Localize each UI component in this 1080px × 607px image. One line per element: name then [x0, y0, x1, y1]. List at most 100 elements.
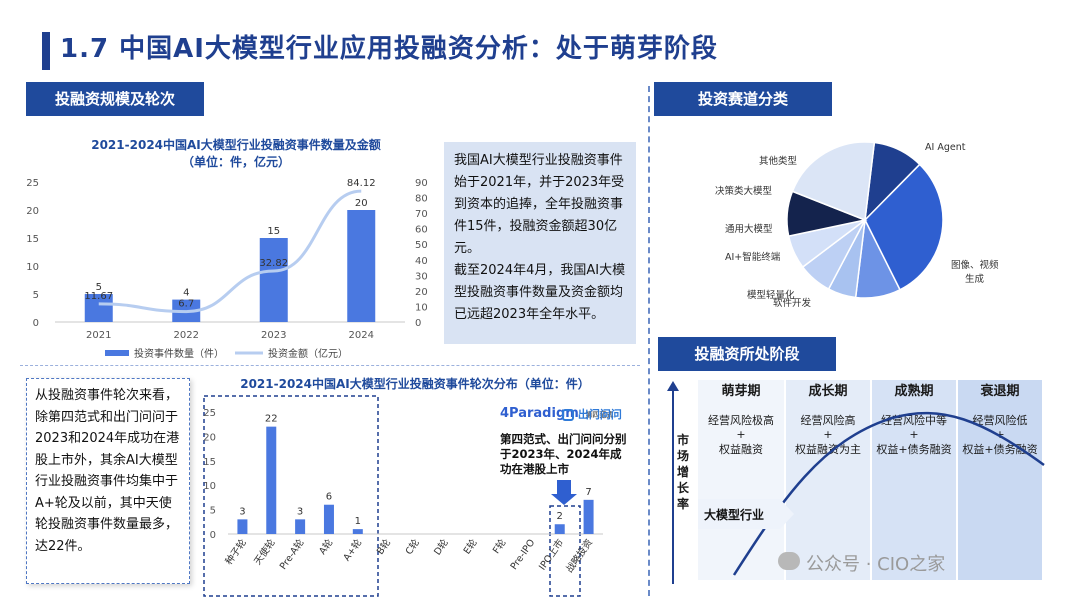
- page-title: 1.7 中国AI大模型行业应用投融资分析：处于萌芽阶段: [60, 34, 718, 64]
- chart1-right-tick: 70: [415, 209, 428, 220]
- logo-4paradigm: 4Paradigm 第四范式: [500, 406, 613, 421]
- chart1-right-axis: 0 10 20 30 40 50 60 70 80 90: [415, 178, 428, 329]
- chart1-bar-label: 15: [267, 226, 280, 237]
- chart2-tick: 15: [203, 457, 216, 468]
- chart1-right-tick: 20: [415, 287, 428, 298]
- chart1-bar-label: 4: [183, 288, 189, 299]
- chart1-left-tick: 20: [26, 206, 39, 217]
- chart2-tick: 0: [210, 530, 216, 541]
- chart1-left-tick: 15: [26, 234, 39, 245]
- logo-4paradigm-text: 4Paradigm: [500, 406, 579, 421]
- chart1-right-tick: 60: [415, 225, 428, 236]
- chart1-category: 2024: [349, 330, 374, 341]
- chart1-line-label: 6.7: [178, 299, 194, 310]
- industry-label-arrow-icon: [780, 499, 794, 529]
- stage-finance-2: 权益+债务融资: [876, 443, 952, 456]
- chart1-category: 2022: [174, 330, 199, 341]
- logo-4paradigm-subtext: 第四范式: [585, 411, 614, 419]
- chart2-bar-label: 1: [355, 516, 361, 527]
- chart1-bar: [259, 238, 288, 322]
- chart1-category: 2023: [261, 330, 286, 341]
- pie-label: AI Agent: [925, 142, 966, 153]
- chart2-category: A+轮: [341, 536, 365, 563]
- stage-name-0: 萌芽期: [721, 384, 761, 399]
- chart2-bar: [266, 426, 277, 534]
- pie-slice: [791, 141, 876, 222]
- chart1-line: 11.67 6.7 32.82 84.12: [84, 178, 376, 314]
- chart2-category: C轮: [403, 536, 422, 557]
- industry-label-arrow-bg: [698, 499, 780, 529]
- chart2-category: B轮: [374, 536, 393, 556]
- chart2-category: 天使轮: [252, 536, 278, 567]
- pie-label: 通用大模型: [725, 223, 773, 235]
- y-axis-arrow-icon: [667, 381, 679, 391]
- chart2-bar: [554, 524, 565, 534]
- legend-bar-label: 投资事件数量（件）: [134, 347, 224, 360]
- stage-desc-0: 经营风险极高 + 权益融资: [698, 412, 784, 457]
- note-round-summary: 从投融资事件轮次来看，除第四范式和出门问问于2023和2024年成功在港股上市外…: [26, 378, 190, 584]
- mobvoi-logo-icon: [562, 409, 574, 421]
- row-divider: [20, 365, 640, 366]
- chart2-tick: 25: [203, 408, 216, 419]
- stage-plus-1: +: [823, 428, 833, 441]
- stage-desc-1: 经营风险高 + 权益融资为主: [786, 412, 870, 457]
- chart2-tick: 5: [210, 506, 216, 517]
- pie-label: 模型轻量化: [747, 289, 795, 301]
- pie-slices: [786, 141, 944, 299]
- chart2-tick: 20: [203, 432, 216, 443]
- chart2-category: Pre-A轮: [277, 536, 307, 571]
- chart1-right-tick: 40: [415, 256, 428, 267]
- stage-name-3: 衰退期: [980, 384, 1020, 399]
- section-label-scale: 投融资规模及轮次: [26, 82, 204, 116]
- chart1-left-tick: 0: [33, 318, 39, 329]
- chart1-subtitle: （单位：件，亿元）: [181, 155, 290, 169]
- section-label-track: 投资赛道分类: [654, 82, 832, 116]
- early-rounds-highlight-box: [203, 395, 379, 597]
- legend-line-label: 投资金额（亿元）: [268, 347, 348, 360]
- chart1-line-label: 84.12: [347, 178, 376, 189]
- chart2-bar: [352, 529, 363, 534]
- chart2-category: 种子轮: [223, 536, 249, 567]
- stage-column-bg-0: [698, 380, 784, 580]
- ipo-annotation: 第四范式、出门问问分别于2023年、2024年成功在港股上市: [500, 432, 627, 476]
- pie-label: 其他类型: [759, 155, 798, 167]
- chart1-left-tick: 25: [26, 178, 39, 189]
- chart2-bar-label: 3: [239, 506, 245, 517]
- ipo-highlight-box: [549, 505, 581, 597]
- chart2-category: Pre-IPO: [509, 537, 538, 572]
- chart2-bar-label: 6: [326, 492, 332, 503]
- chart2-bar-label: 2: [557, 511, 563, 522]
- stage-column-bg-1: [786, 380, 870, 580]
- legend-bar-swatch: [105, 350, 129, 356]
- chart1-bar-label: 20: [355, 198, 368, 209]
- stage-column-bg-3: [958, 380, 1042, 580]
- chart1-title: 2021-2024中国AI大模型行业投融资事件数量及金额: [91, 138, 381, 152]
- note1-paragraph-2: 截至2024年4月，我国AI大模型投融资事件数量及资金额均已远超2023年全年水…: [454, 263, 626, 322]
- logo-mobvoi: 出门问问: [562, 406, 622, 422]
- chart1-category: 2021: [86, 330, 111, 341]
- chart1-right-tick: 90: [415, 178, 428, 189]
- chart1-right-tick: 80: [415, 194, 428, 205]
- chart1-line-label: 32.82: [259, 258, 288, 269]
- pie-label: 图像、视频: [951, 259, 999, 271]
- pie-label: 决策类大模型: [715, 185, 773, 197]
- chart1-bar: [84, 294, 113, 322]
- industry-label: 大模型行业: [704, 508, 765, 522]
- chart2-category: IPO上市: [536, 536, 566, 572]
- stage-risk-3: 经营风险低: [972, 414, 1028, 427]
- stage-name-2: 成熟期: [894, 384, 934, 399]
- chart1-category-labels: 2021 2022 2023 2024: [86, 330, 374, 341]
- pie-label: 软件开发: [773, 297, 812, 309]
- chart2-category: F轮: [490, 536, 509, 556]
- stage-name-1: 成长期: [808, 384, 848, 399]
- stage-plus-3: +: [995, 428, 1005, 441]
- column-divider: [648, 86, 650, 596]
- chart2-category: D轮: [431, 536, 451, 557]
- chart1-svg: 0 5 10 15 20 25 0 10 20 30 40 50 60 70 80 90 5 4 15 20 11…: [26, 178, 428, 360]
- note1-paragraph-1: 我国AI大模型行业投融资事件始于2021年，并于2023年受到资本的追捧，全年投…: [454, 153, 625, 256]
- chart2-title: 2021-2024中国AI大模型行业投融资事件轮次分布（单位：件）: [240, 377, 590, 391]
- chart1-legend: 投资事件数量（件） 投资金额（亿元）: [105, 347, 348, 360]
- watermark-text: 公众号 · CIO之家: [806, 554, 946, 575]
